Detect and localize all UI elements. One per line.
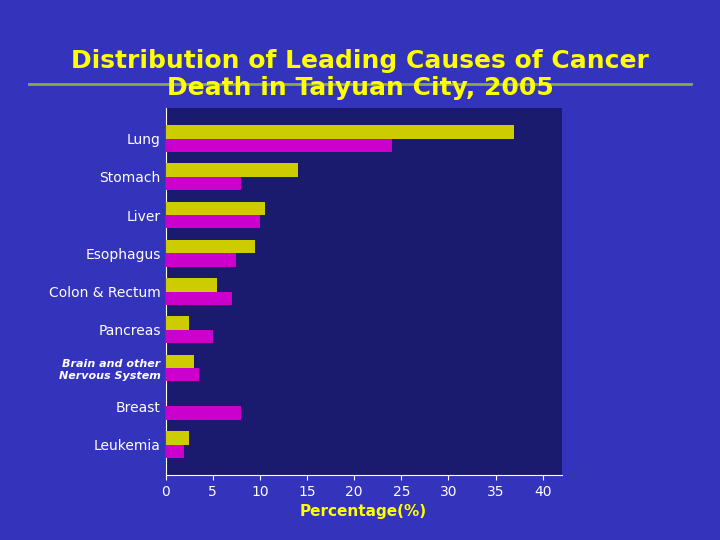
- Text: Distribution of Leading Causes of Cancer
Death in Taiyuan City, 2005: Distribution of Leading Causes of Cancer…: [71, 49, 649, 100]
- Bar: [166, 215, 260, 228]
- Bar: [166, 292, 232, 305]
- X-axis label: Percentage(%): Percentage(%): [300, 504, 427, 519]
- Bar: [166, 355, 194, 368]
- Bar: [166, 316, 189, 330]
- Bar: [166, 125, 515, 139]
- Bar: [166, 164, 297, 177]
- Bar: [166, 177, 241, 190]
- Bar: [166, 431, 189, 444]
- Bar: [166, 139, 392, 152]
- Bar: [166, 444, 184, 458]
- Bar: [166, 278, 217, 292]
- Bar: [166, 253, 236, 267]
- Bar: [166, 240, 255, 253]
- Bar: [166, 202, 265, 215]
- Bar: [166, 330, 212, 343]
- Bar: [166, 407, 241, 420]
- Bar: [166, 368, 199, 381]
